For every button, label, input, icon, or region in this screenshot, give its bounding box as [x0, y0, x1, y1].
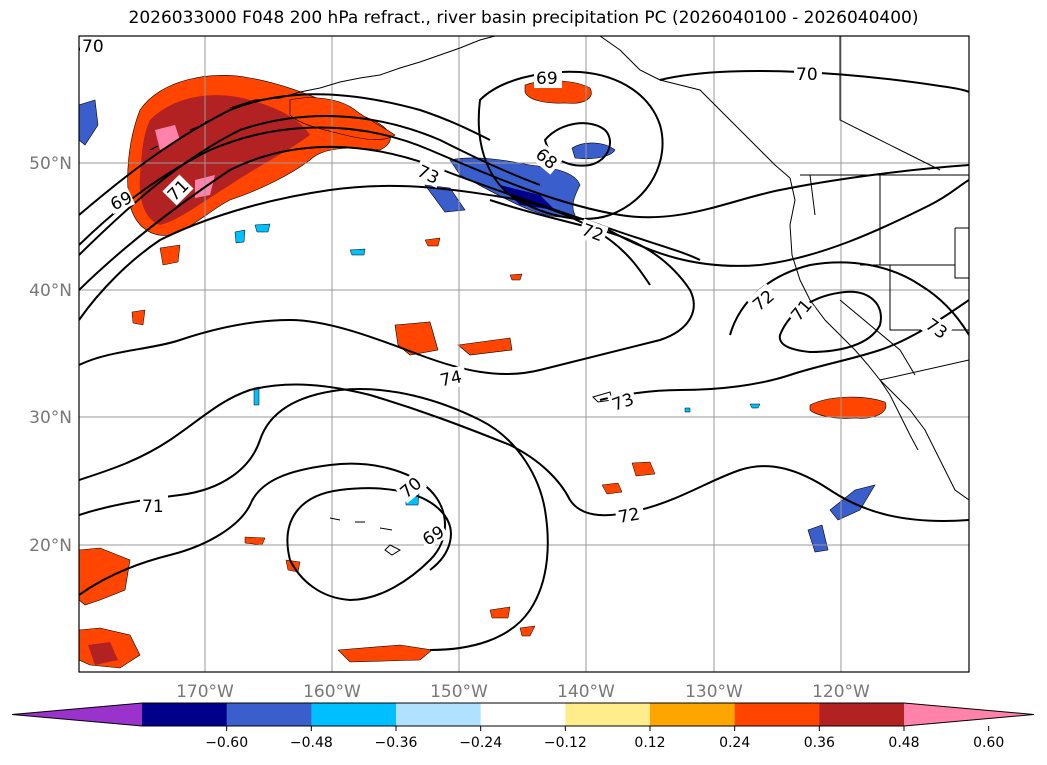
contour-label: 70 — [796, 65, 818, 85]
contour-70-northeast — [599, 179, 969, 267]
lon-tick-label: 120°W — [812, 682, 870, 702]
lon-tick-label: 130°W — [685, 682, 743, 702]
north-america-west-coast — [789, 177, 969, 501]
alaska-canada-border — [839, 36, 941, 171]
contour-label: 70 — [82, 37, 104, 57]
lat-tick-label: 50°N — [29, 154, 72, 174]
colorbar-outline — [11, 702, 1035, 727]
lon-tick-label: 160°W — [303, 682, 361, 702]
contour-71-east-loop — [778, 290, 882, 354]
contour-label: 74 — [438, 367, 463, 391]
colorbar-extend-min — [12, 703, 142, 726]
lat-tick-label: 30°N — [29, 408, 72, 428]
lon-tick-label: 170°W — [176, 682, 234, 702]
graticule — [79, 36, 969, 672]
colorbar-swatch — [650, 703, 736, 726]
contour-72-north — [79, 126, 969, 246]
colorbar-tick-label: 0.36 — [804, 735, 835, 751]
colorbar-tick-label: −0.60 — [205, 735, 248, 751]
lon-tick-label: 150°W — [430, 682, 488, 702]
colorbar-swatch — [226, 703, 312, 726]
hawaii-islands — [329, 517, 402, 556]
lat-tick-label: 40°N — [29, 281, 72, 301]
precip-negative-area — [234, 223, 761, 506]
state-borders — [809, 174, 969, 381]
baja-california — [879, 379, 919, 451]
colorbar-swatch — [565, 703, 651, 726]
colorbar-swatch — [734, 703, 820, 726]
precip-negative-area — [79, 99, 99, 146]
colorbar-tick-label: 0.12 — [634, 735, 665, 751]
precip-positive-area — [457, 337, 513, 356]
precip-positive-area — [289, 97, 396, 140]
alaska-panhandle-coast — [599, 36, 791, 179]
colorbar-tick-label: −0.48 — [290, 735, 333, 751]
precip-positive-area — [79, 547, 131, 606]
contour-69-north — [477, 70, 664, 220]
precip-positive-area — [337, 644, 433, 663]
contour-label: 71 — [142, 497, 164, 517]
colorbar-tick-label: 0.60 — [973, 735, 1004, 751]
map-title: 2026033000 F048 200 hPa refract., river … — [128, 8, 919, 28]
map-border — [78, 35, 970, 673]
contour-71-low — [79, 388, 549, 651]
lon-tick-label: 140°W — [557, 682, 615, 702]
contour-upper-ridge — [79, 184, 651, 321]
contour-73-east — [599, 299, 969, 401]
precip-strong-area — [88, 642, 118, 665]
colorbar-swatch — [819, 703, 905, 726]
colorbar-tick-label: −0.24 — [459, 735, 502, 751]
political-borders — [800, 36, 969, 381]
precip-positive-area — [394, 321, 439, 356]
colorbar-tick-label: −0.36 — [375, 735, 418, 751]
contour-73 — [79, 145, 701, 291]
contour-70-low — [79, 462, 446, 602]
lat-axis: 50°N 40°N 30°N 20°N — [29, 154, 72, 556]
contour-69 — [79, 93, 491, 216]
lon-axis: 170°W 160°W 150°W 140°W 130°W 120°W — [176, 682, 870, 702]
contour-label: 69 — [536, 69, 558, 89]
colorbar-extend-max — [904, 703, 1034, 726]
colorbar-tick-label: −0.12 — [544, 735, 587, 751]
contour-69-low — [286, 487, 452, 571]
colorbar-tick-label: 0.48 — [888, 735, 919, 751]
colorbar: −0.60 −0.48 −0.36 −0.24 −0.12 0.12 0.24 0.36 0.4… — [11, 702, 1035, 751]
colorbar-swatch — [396, 703, 482, 726]
colorbar-swatch — [142, 703, 228, 726]
contour-70-north — [659, 69, 969, 93]
lat-tick-label: 20°N — [29, 536, 72, 556]
contour-label: 72 — [617, 504, 642, 527]
precip-positive-area — [809, 396, 887, 419]
colorbar-swatch — [480, 703, 566, 726]
precip-strong-negative — [500, 185, 555, 210]
contour-71 — [79, 115, 541, 256]
colorbar-swatch — [311, 703, 397, 726]
colorbar-tick-label: 0.24 — [719, 735, 750, 751]
precip-negative-area — [424, 184, 466, 213]
contour-68 — [543, 122, 611, 167]
contour-72-south — [79, 383, 969, 522]
